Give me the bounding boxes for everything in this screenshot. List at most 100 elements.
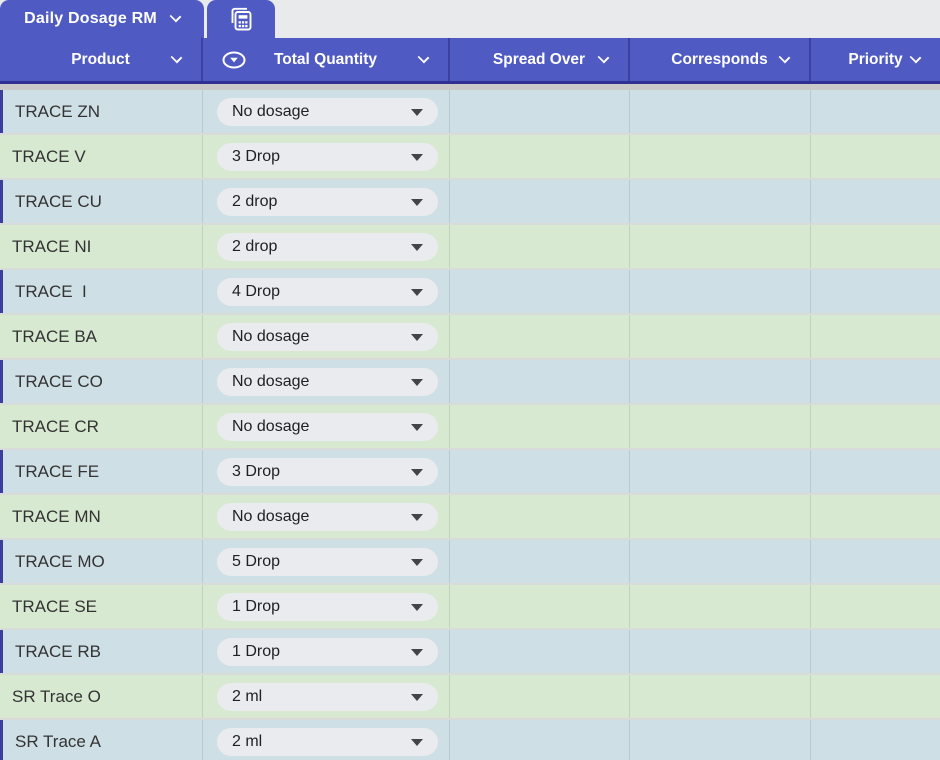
- total-quantity-cell: 1 Drop: [203, 585, 450, 628]
- product-cell[interactable]: TRACE CO: [0, 360, 203, 403]
- dosage-select[interactable]: No dosage: [217, 97, 438, 126]
- total-quantity-cell: No dosage: [203, 90, 450, 133]
- spread-over-cell[interactable]: [450, 405, 630, 448]
- spread-over-cell[interactable]: [450, 360, 630, 403]
- product-cell[interactable]: TRACE MO: [0, 540, 203, 583]
- priority-cell[interactable]: [811, 540, 940, 583]
- total-quantity-cell: No dosage: [203, 360, 450, 403]
- tab-calculator[interactable]: [207, 0, 275, 38]
- corresponds-cell[interactable]: [630, 585, 811, 628]
- column-header-priority[interactable]: Priority: [811, 38, 940, 81]
- corresponds-cell[interactable]: [630, 135, 811, 178]
- chevron-down-icon[interactable]: [170, 51, 183, 63]
- corresponds-cell[interactable]: [630, 495, 811, 538]
- dosage-select[interactable]: 2 drop: [217, 187, 438, 216]
- product-cell[interactable]: TRACE MN: [0, 495, 203, 538]
- column-header-total-quantity[interactable]: Total Quantity: [203, 38, 450, 81]
- spread-over-cell[interactable]: [450, 270, 630, 313]
- product-cell-label: TRACE CU: [15, 191, 102, 211]
- product-cell[interactable]: TRACE I: [0, 270, 203, 313]
- corresponds-cell[interactable]: [630, 405, 811, 448]
- dosage-select[interactable]: No dosage: [217, 412, 438, 441]
- priority-cell[interactable]: [811, 630, 940, 673]
- priority-cell[interactable]: [811, 360, 940, 403]
- priority-cell[interactable]: [811, 315, 940, 358]
- corresponds-cell[interactable]: [630, 90, 811, 133]
- total-quantity-cell: 2 drop: [203, 180, 450, 223]
- product-cell[interactable]: TRACE CR: [0, 405, 203, 448]
- dosage-select[interactable]: 4 Drop: [217, 277, 438, 306]
- chevron-down-icon[interactable]: [909, 51, 922, 63]
- spread-over-cell[interactable]: [450, 450, 630, 493]
- product-cell-label: TRACE I: [15, 281, 87, 301]
- priority-cell[interactable]: [811, 405, 940, 448]
- dosage-select[interactable]: No dosage: [217, 322, 438, 351]
- priority-cell[interactable]: [811, 495, 940, 538]
- column-header-product[interactable]: Product: [0, 38, 203, 81]
- product-cell[interactable]: SR Trace O: [0, 675, 203, 718]
- product-cell[interactable]: TRACE RB: [0, 630, 203, 673]
- corresponds-cell[interactable]: [630, 720, 811, 760]
- total-quantity-cell: 2 drop: [203, 225, 450, 268]
- chevron-down-icon[interactable]: [417, 51, 430, 63]
- spread-over-cell[interactable]: [450, 675, 630, 718]
- dosage-select[interactable]: 3 Drop: [217, 142, 438, 171]
- dosage-select[interactable]: 2 ml: [217, 727, 438, 756]
- priority-cell[interactable]: [811, 585, 940, 628]
- corresponds-cell[interactable]: [630, 315, 811, 358]
- column-header-corresponds[interactable]: Corresponds: [630, 38, 811, 81]
- spread-over-cell[interactable]: [450, 315, 630, 358]
- spread-over-cell[interactable]: [450, 630, 630, 673]
- product-cell-label: TRACE ZN: [15, 101, 100, 121]
- dosage-select[interactable]: 3 Drop: [217, 457, 438, 486]
- corresponds-cell[interactable]: [630, 180, 811, 223]
- priority-cell[interactable]: [811, 450, 940, 493]
- priority-cell[interactable]: [811, 225, 940, 268]
- priority-cell[interactable]: [811, 675, 940, 718]
- spread-over-cell[interactable]: [450, 720, 630, 760]
- spread-over-cell[interactable]: [450, 90, 630, 133]
- corresponds-cell[interactable]: [630, 630, 811, 673]
- priority-cell[interactable]: [811, 720, 940, 760]
- dosage-select-value: 2 drop: [232, 237, 278, 255]
- spread-over-cell[interactable]: [450, 540, 630, 583]
- product-cell[interactable]: TRACE FE: [0, 450, 203, 493]
- dosage-select[interactable]: 1 Drop: [217, 637, 438, 666]
- product-cell[interactable]: TRACE CU: [0, 180, 203, 223]
- dosage-select[interactable]: 5 Drop: [217, 547, 438, 576]
- dosage-select[interactable]: 2 drop: [217, 232, 438, 261]
- tab-daily-dosage-rm[interactable]: Daily Dosage RM: [0, 0, 204, 38]
- product-cell[interactable]: TRACE NI: [0, 225, 203, 268]
- dosage-select[interactable]: 2 ml: [217, 682, 438, 711]
- corresponds-cell[interactable]: [630, 450, 811, 493]
- chevron-down-icon[interactable]: [778, 51, 791, 63]
- product-cell[interactable]: TRACE SE: [0, 585, 203, 628]
- chevron-down-icon[interactable]: [597, 51, 610, 63]
- product-cell[interactable]: TRACE BA: [0, 315, 203, 358]
- priority-cell[interactable]: [811, 180, 940, 223]
- dosage-select-value: No dosage: [232, 327, 310, 345]
- product-cell[interactable]: TRACE V: [0, 135, 203, 178]
- corresponds-cell[interactable]: [630, 270, 811, 313]
- dosage-select[interactable]: 1 Drop: [217, 592, 438, 621]
- column-header-spread-over[interactable]: Spread Over: [450, 38, 630, 81]
- spread-over-cell[interactable]: [450, 495, 630, 538]
- dosage-select[interactable]: No dosage: [217, 367, 438, 396]
- corresponds-cell[interactable]: [630, 360, 811, 403]
- corresponds-cell[interactable]: [630, 675, 811, 718]
- corresponds-cell[interactable]: [630, 540, 811, 583]
- product-cell[interactable]: TRACE ZN: [0, 90, 203, 133]
- caret-down-icon: [411, 648, 423, 656]
- priority-cell[interactable]: [811, 90, 940, 133]
- corresponds-cell[interactable]: [630, 225, 811, 268]
- spread-over-cell[interactable]: [450, 180, 630, 223]
- dosage-select[interactable]: No dosage: [217, 502, 438, 531]
- spread-over-cell[interactable]: [450, 225, 630, 268]
- spread-over-cell[interactable]: [450, 585, 630, 628]
- product-cell[interactable]: SR Trace A: [0, 720, 203, 760]
- priority-cell[interactable]: [811, 135, 940, 178]
- caret-down-icon: [411, 423, 423, 431]
- priority-cell[interactable]: [811, 270, 940, 313]
- spread-over-cell[interactable]: [450, 135, 630, 178]
